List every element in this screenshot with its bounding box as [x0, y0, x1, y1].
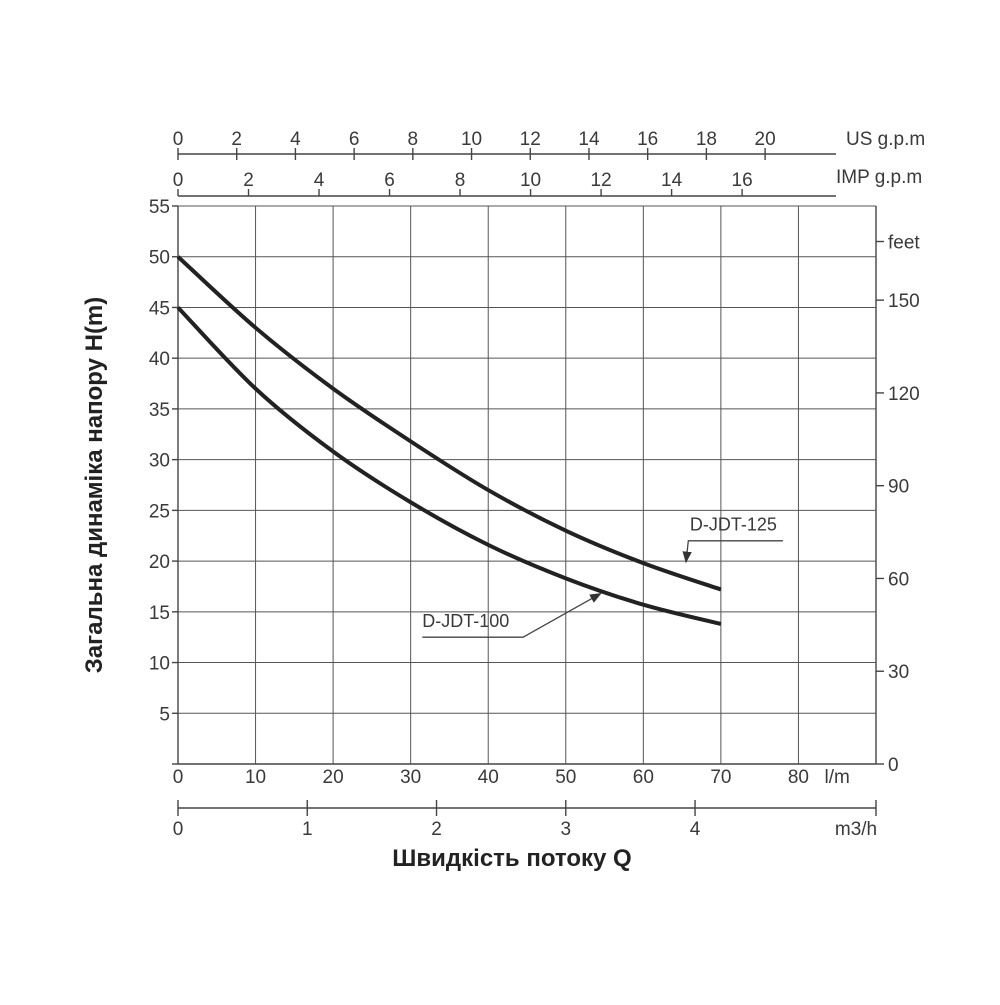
y-tick-label: 35 — [149, 400, 170, 421]
us-gpm-tick-label: 20 — [755, 129, 776, 150]
y-tick-label: 15 — [149, 603, 170, 624]
m3h-tick-label: 3 — [560, 819, 571, 840]
feet-tick-label: 60 — [888, 569, 909, 590]
leader-d-jdt-100 — [422, 592, 602, 638]
us-gpm-tick-label: 4 — [290, 129, 301, 150]
y-tick-label: 30 — [149, 451, 170, 472]
m3h-axis-unit: m3/h — [835, 819, 877, 840]
imp-gpm-tick-label: 16 — [732, 170, 753, 191]
x-tick-label: 0 — [173, 767, 184, 788]
curve-d-jdt-125 — [176, 255, 722, 592]
imp-gpm-tick-label: 4 — [314, 170, 325, 191]
x-tick-label: 30 — [400, 767, 421, 788]
grid-layer — [177, 205, 877, 765]
y-tick-label: 25 — [149, 501, 170, 522]
imp-gpm-tick-label: 6 — [384, 170, 395, 191]
us-gpm-tick-label: 0 — [173, 129, 184, 150]
y-tick-label: 10 — [149, 654, 170, 675]
x-axis-unit: l/m — [825, 767, 850, 788]
us-gpm-tick-label: 10 — [461, 129, 482, 150]
m3h-tick-label: 0 — [173, 819, 184, 840]
imp-gpm-tick-label: 2 — [243, 170, 254, 191]
m3h-tick-label: 1 — [302, 819, 313, 840]
imp-gpm-tick-label: 12 — [591, 170, 612, 191]
us-gpm-tick-label: 14 — [578, 129, 600, 150]
imp-gpm-tick-label: 8 — [455, 170, 466, 191]
y-axis-title: Загальна динаміка напору H(m) — [81, 297, 108, 674]
y-tick-label: 40 — [149, 349, 170, 370]
us-gpm-tick-label: 18 — [696, 129, 717, 150]
curve-label-d-jdt-125: D-JDT-125 — [690, 515, 777, 535]
m3h-tick-label: 4 — [690, 819, 701, 840]
feet-tick-label: 120 — [888, 384, 920, 405]
curve-label-d-jdt-100: D-JDT-100 — [422, 611, 509, 631]
x-tick-label: 60 — [633, 767, 654, 788]
y-tick-label: 55 — [149, 197, 170, 218]
feet-tick-label: 150 — [888, 291, 920, 312]
curves-layer — [176, 255, 722, 626]
feet-tick-label: 0 — [888, 755, 899, 776]
x-tick-label: 50 — [555, 767, 576, 788]
imp-gpm-tick-label: 14 — [661, 170, 683, 191]
us-gpm-tick-label: 2 — [231, 129, 242, 150]
us-gpm-tick-label: 8 — [408, 129, 419, 150]
x-tick-label: 40 — [478, 767, 499, 788]
us-gpm-tick-label: 6 — [349, 129, 360, 150]
x-tick-label: 70 — [710, 767, 731, 788]
y-tick-label: 5 — [159, 704, 170, 725]
feet-tick-label: 30 — [888, 662, 909, 683]
m3h-tick-label: 2 — [431, 819, 442, 840]
feet-tick-label: 90 — [888, 477, 909, 498]
us-gpm-tick-label: 12 — [520, 129, 541, 150]
y-tick-label: 20 — [149, 552, 170, 573]
x-tick-label: 10 — [245, 767, 266, 788]
x-axis-title: Швидкість потоку Q — [392, 845, 631, 872]
labels-layer: Загальна динаміка напору H(m) Швидкість … — [81, 129, 925, 872]
feet-axis-unit: feet — [888, 233, 920, 254]
y-tick-label: 45 — [149, 298, 170, 319]
imp-gpm-tick-label: 10 — [520, 170, 541, 191]
y-tick-label: 50 — [149, 248, 170, 269]
curve-d-jdt-100 — [176, 306, 722, 626]
imp-gpm-axis-unit: IMP g.p.m — [836, 167, 922, 188]
imp-gpm-tick-label: 0 — [173, 170, 184, 191]
x-tick-label: 20 — [323, 767, 344, 788]
us-gpm-tick-label: 16 — [637, 129, 658, 150]
x-tick-label: 80 — [788, 767, 809, 788]
us-gpm-axis-unit: US g.p.m — [846, 129, 925, 150]
leader-d-jdt-125 — [682, 540, 783, 564]
